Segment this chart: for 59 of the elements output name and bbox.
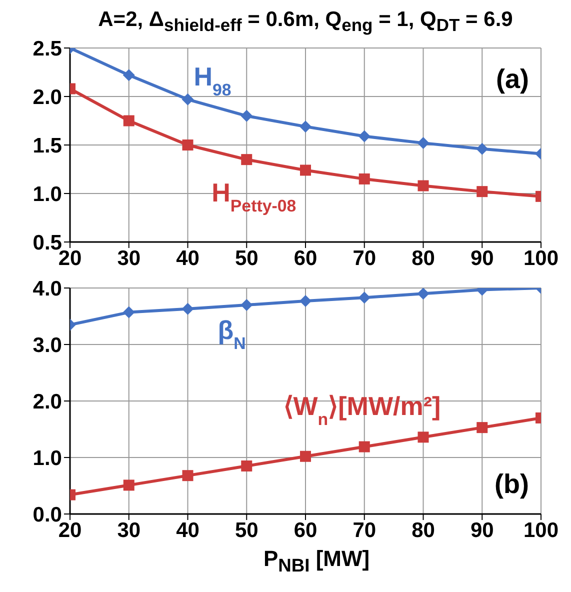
y-tick-label: 1.0 [32, 447, 62, 470]
point [182, 94, 194, 106]
x-tick-label: 40 [176, 519, 200, 542]
point [418, 180, 429, 192]
y-tick-label: 2.0 [32, 86, 62, 110]
annotation: (b) [494, 469, 529, 500]
x-tick-label: 40 [176, 247, 200, 270]
point [476, 186, 488, 198]
y-tick-label: 2.0 [32, 390, 62, 414]
x-tick-label: 100 [523, 247, 559, 270]
y-tick-label: 3.0 [32, 334, 62, 358]
y-tick-label: 1.5 [32, 134, 62, 158]
series-label: H$_{98}$ [194, 62, 232, 100]
x-tick-label: 80 [412, 247, 435, 270]
point [358, 130, 370, 142]
series-label: ⟨W$_{n}$⟩[MW/m²] [283, 391, 441, 429]
chart-title: A=2, Δ$_{shield-eff}$ = 0.6m, Q$_{eng}$ = 1, Q$_{DT}$ = 6.9 [97, 8, 514, 36]
point [476, 422, 488, 434]
point [240, 110, 253, 122]
point [122, 306, 135, 318]
x-tick-label: 90 [470, 519, 494, 542]
point [123, 480, 134, 491]
series-label: H$_{Petty-08}$ [212, 178, 296, 216]
x-tick-label: 60 [294, 519, 318, 542]
x-tick-label: 50 [234, 519, 258, 542]
point [300, 295, 312, 308]
point [358, 292, 370, 304]
point [122, 69, 135, 82]
x-tick-label: 70 [352, 247, 376, 270]
point [417, 137, 430, 150]
point [300, 451, 311, 462]
point [182, 140, 194, 151]
x-tick-label: 50 [234, 247, 258, 270]
point [358, 441, 370, 452]
point [241, 154, 252, 166]
point [300, 120, 312, 133]
point [300, 164, 311, 176]
point [182, 470, 194, 482]
point [241, 460, 252, 472]
x-tick-label: 90 [470, 247, 494, 270]
point [240, 299, 253, 312]
point [182, 303, 194, 316]
x-tick-label: 30 [117, 519, 141, 542]
annotation: (a) [496, 64, 529, 96]
y-tick-label: 1.0 [32, 183, 62, 206]
series-label: β$_{N}$ [218, 315, 246, 353]
y-tick-label: 4.0 [32, 278, 62, 301]
x-tick-label: 70 [352, 519, 376, 542]
x-tick-label: 30 [117, 247, 141, 270]
y-tick-label: 2.5 [32, 38, 62, 61]
x-tick-label: 60 [294, 247, 318, 270]
point [417, 288, 430, 300]
point [123, 115, 134, 126]
point [418, 432, 429, 443]
x-axis-title: P$_{NBI}$ [MW] [262, 546, 371, 577]
x-tick-label: 80 [412, 519, 435, 542]
point [358, 174, 370, 185]
point [476, 143, 488, 156]
x-tick-label: 100 [523, 519, 559, 542]
